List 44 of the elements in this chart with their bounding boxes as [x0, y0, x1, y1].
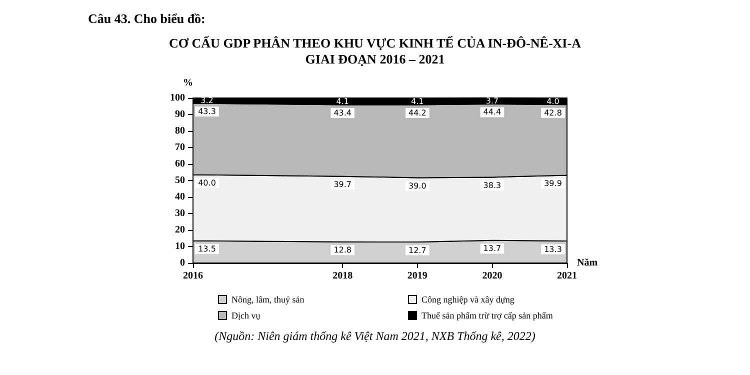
text: Câu 43. Cho biểu đồ: — [88, 11, 206, 26]
data-label: 43.4 — [334, 108, 352, 118]
data-label: 44.4 — [483, 108, 502, 117]
legend-label: Dịch vụ — [232, 310, 261, 320]
legend-label: Thuế sản phẩm trừ trợ cấp sản phẩm — [422, 310, 553, 320]
y-tick-label: 80 — [175, 126, 185, 136]
data-label: 4.1 — [336, 96, 349, 106]
y-tick-label: 20 — [175, 224, 185, 236]
y-axis-title: % — [183, 78, 193, 88]
x-tick-label: 2021 — [557, 270, 577, 282]
data-label: 13.7 — [483, 244, 502, 254]
y-tick-label: 70 — [175, 142, 185, 153]
legend-label: Nông, lâm, thuỷ sản — [232, 294, 305, 304]
data-label: 4.0 — [546, 96, 560, 106]
data-label: 4.1 — [411, 96, 424, 106]
data-label: 39.9 — [544, 178, 562, 188]
x-tick-label: 2019 — [407, 270, 428, 282]
data-label: 13.3 — [544, 244, 562, 254]
y-tick-label: 0 — [180, 258, 185, 268]
y-tick-label: 30 — [175, 208, 185, 219]
legend-label: Công nghiệp và xây dựng — [422, 294, 515, 304]
data-label: 3.7 — [486, 96, 499, 106]
y-tick-label: 90 — [175, 109, 185, 120]
data-label: 12.8 — [334, 246, 352, 255]
data-label: 40.0 — [198, 178, 216, 188]
x-tick-label: 2016 — [183, 270, 203, 282]
data-label: 13.5 — [198, 244, 216, 254]
data-label: 44.2 — [408, 108, 426, 118]
data-label: 12.7 — [408, 246, 426, 255]
x-axis-title: Năm — [577, 258, 598, 268]
y-tick-label: 100 — [170, 92, 185, 104]
text: (Nguồn: Niên giám thống kê Việt Nam 2021, NXB Thống kê, 2022) — [214, 329, 536, 343]
data-label: 39.0 — [408, 181, 426, 190]
data-label: 39.7 — [334, 180, 352, 190]
x-tick-label: 2018 — [332, 270, 353, 282]
y-tick-label: 60 — [175, 158, 185, 170]
data-label: 42.8 — [544, 108, 562, 118]
data-label: 43.3 — [198, 107, 216, 116]
y-tick-label: 40 — [175, 192, 185, 202]
x-tick-label: 2020 — [482, 270, 502, 282]
y-tick-label: 50 — [175, 175, 185, 186]
chart-title: CƠ CẤU GDP PHÂN THEO KHU VỰC KINH TẾ CỦA IN-ĐÔ-NÊ-XI-A GIAI ĐOẠN 2016 – 2021 — [169, 36, 582, 66]
data-label: 38.3 — [483, 180, 502, 190]
y-tick-label: 10 — [175, 241, 185, 252]
